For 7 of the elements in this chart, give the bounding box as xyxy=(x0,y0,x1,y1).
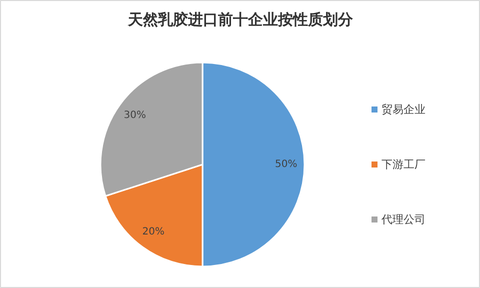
legend-label: 贸易企业 xyxy=(382,103,426,116)
legend-label: 代理公司 xyxy=(380,213,426,226)
chart-title: 天然乳胶进口前十企业按性质划分 xyxy=(127,10,354,28)
data-label: 50% xyxy=(275,159,298,170)
data-label: 20% xyxy=(142,226,164,238)
data-label: 30% xyxy=(124,110,146,121)
legend-label: 下游工厂 xyxy=(382,158,426,171)
